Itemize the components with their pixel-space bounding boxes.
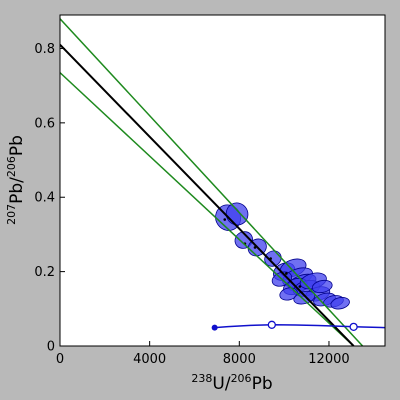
data-point [298,285,302,288]
y-axis-title: 207Pb/206Pb [5,135,27,225]
plot-frame [59,14,386,347]
x-tick-label: 0 [56,352,64,367]
y-axis: 0 0.2 0.4 0.6 0.8 [34,42,65,355]
plot-area [60,15,385,346]
data-point [285,272,288,275]
error-envelope-upper [60,18,364,346]
y-tick-label: 0.8 [34,42,55,57]
x-tick-label: 8000 [223,352,256,367]
error-ellipse [311,279,333,294]
y-tick-label: 0.4 [34,191,55,206]
concordia-start-point [211,324,218,331]
x-axis-title: 238U/206Pb [191,372,272,394]
concordia-layer [211,320,385,331]
x-tick-label: 12000 [308,352,349,367]
y-tick-label: 0.6 [34,116,55,131]
error-ellipse [264,250,282,267]
error-envelope-lower [60,72,355,346]
concordia-age-marker [349,322,358,331]
y-tick-label: 0 [47,340,55,355]
regression-line [60,44,355,346]
data-point [223,218,227,221]
x-tick-label: 4000 [133,352,166,367]
y-tick-label: 0.2 [34,265,55,280]
x-axis: 0 4000 8000 12000 [56,341,350,367]
error-ellipse [279,287,298,301]
concordia-age-marker [267,320,276,329]
error-ellipse [330,297,350,310]
line-layer [60,18,364,346]
small-dot-layer [223,218,302,288]
